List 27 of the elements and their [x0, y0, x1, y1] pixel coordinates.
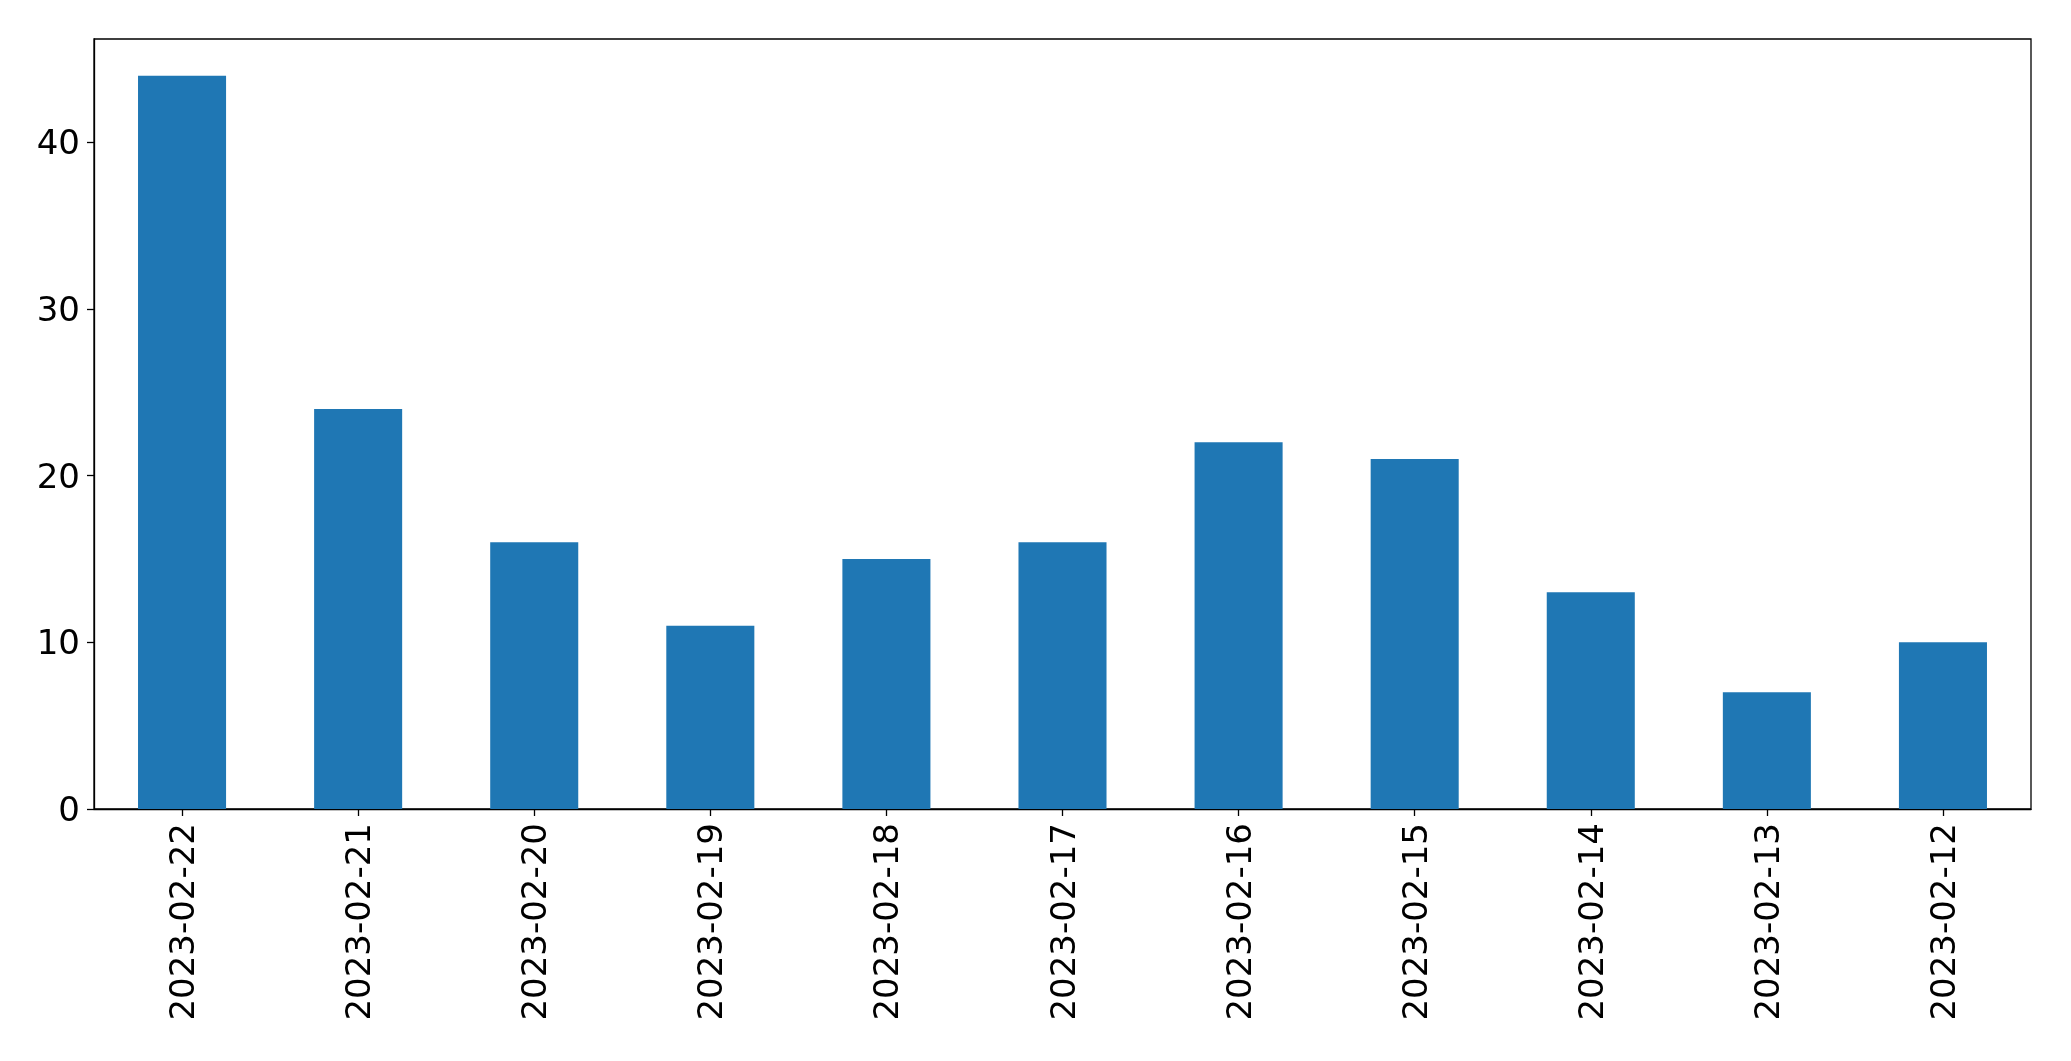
bar [314, 409, 403, 809]
y-tick-label: 20 [36, 455, 80, 496]
bar [1722, 692, 1811, 809]
y-tick-label: 10 [36, 622, 80, 663]
x-tick-label: 2023-02-17 [1042, 823, 1083, 1021]
x-tick-label: 2023-02-16 [1218, 823, 1259, 1021]
bar [1194, 442, 1283, 809]
bar [138, 75, 227, 809]
bar [666, 625, 755, 809]
x-tick-label: 2023-02-15 [1394, 823, 1435, 1021]
bar [842, 559, 931, 809]
bar [1546, 592, 1635, 809]
x-tick-label: 2023-02-20 [514, 823, 555, 1021]
y-tick-label: 40 [36, 122, 80, 163]
bar [1370, 459, 1459, 809]
x-tick-label: 2023-02-18 [866, 823, 907, 1021]
y-tick-label: 0 [58, 789, 80, 829]
x-tick-label: 2023-02-12 [1922, 823, 1963, 1021]
bar [490, 542, 579, 809]
x-tick-label: 2023-02-19 [690, 823, 731, 1021]
bar [1898, 642, 1987, 809]
x-tick-label: 2023-02-22 [162, 823, 203, 1021]
bar [1018, 542, 1107, 809]
x-tick-label: 2023-02-21 [338, 823, 379, 1021]
x-tick-label: 2023-02-13 [1746, 823, 1787, 1021]
y-tick-label: 30 [36, 289, 80, 329]
x-tick-label: 2023-02-14 [1570, 823, 1611, 1021]
